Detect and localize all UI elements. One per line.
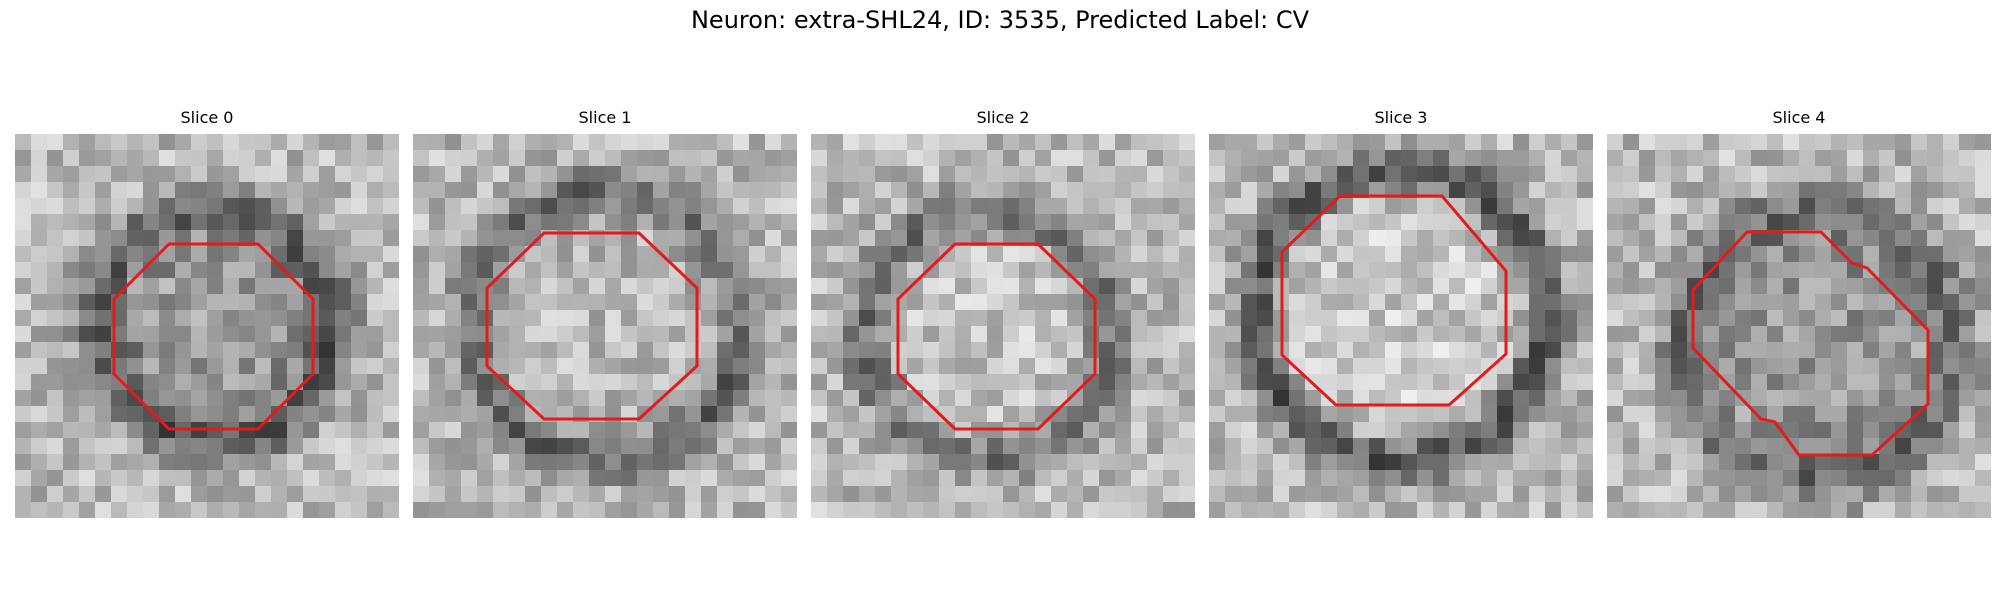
roi-overlay [112, 242, 315, 431]
figure-title: Neuron: extra-SHL24, ID: 3535, Predicted… [690, 6, 1310, 34]
grayscale-patch [1209, 134, 1593, 518]
microscopy-image [15, 134, 399, 518]
slice-title: Slice 0 [180, 108, 234, 127]
roi-contour [112, 242, 315, 431]
microscopy-image [413, 134, 797, 518]
roi-contour [1280, 194, 1508, 407]
microscopy-image [1607, 134, 1991, 518]
slice-title: Slice 4 [1772, 108, 1826, 127]
roi-contour [485, 231, 699, 421]
roi-contour [896, 242, 1097, 431]
slice-title: Slice 2 [976, 108, 1030, 127]
slice-title: Slice 3 [1374, 108, 1428, 127]
microscopy-image [811, 134, 1195, 518]
roi-overlay [1691, 230, 1930, 457]
roi-overlay [896, 242, 1097, 431]
roi-contour [1691, 230, 1930, 457]
roi-overlay [1280, 194, 1508, 407]
slice-title: Slice 1 [578, 108, 632, 127]
microscopy-image [1209, 134, 1593, 518]
grayscale-patch [15, 134, 399, 518]
grayscale-patch [413, 134, 797, 518]
roi-overlay [485, 231, 699, 421]
grayscale-patch [811, 134, 1195, 518]
